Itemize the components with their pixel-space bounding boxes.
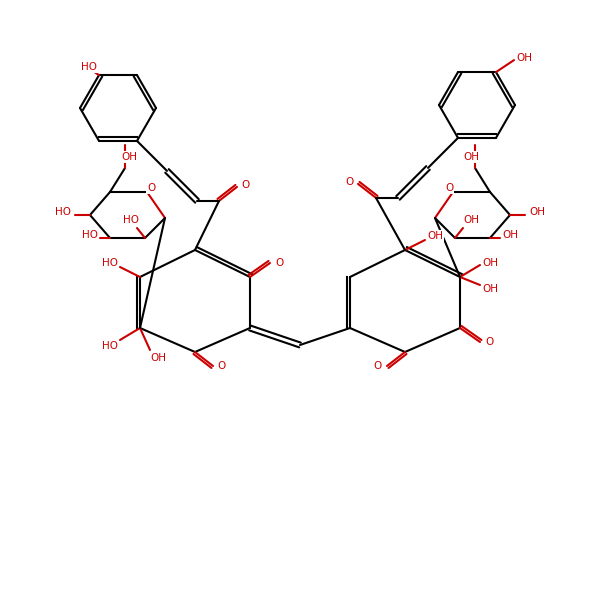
- Text: HO: HO: [81, 62, 97, 72]
- Text: OH: OH: [502, 230, 518, 240]
- Text: OH: OH: [463, 215, 479, 225]
- Text: OH: OH: [150, 353, 166, 363]
- Text: O: O: [346, 177, 354, 187]
- Text: O: O: [445, 183, 453, 193]
- Text: HO: HO: [82, 230, 98, 240]
- Text: HO: HO: [55, 207, 71, 217]
- Text: OH: OH: [482, 284, 498, 294]
- Text: OH: OH: [427, 231, 443, 241]
- Text: OH: OH: [482, 258, 498, 268]
- Text: OH: OH: [121, 152, 137, 162]
- Text: O: O: [485, 337, 493, 347]
- Text: OH: OH: [516, 53, 532, 63]
- Text: O: O: [147, 183, 155, 193]
- Text: HO: HO: [102, 258, 118, 268]
- Text: O: O: [374, 361, 382, 371]
- Text: HO: HO: [102, 341, 118, 351]
- Text: OH: OH: [529, 207, 545, 217]
- Text: O: O: [275, 258, 283, 268]
- Text: O: O: [218, 361, 226, 371]
- Text: OH: OH: [463, 152, 479, 162]
- Text: HO: HO: [123, 215, 139, 225]
- Text: O: O: [241, 180, 249, 190]
